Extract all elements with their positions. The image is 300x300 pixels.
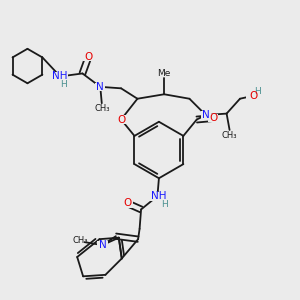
Text: NH: NH xyxy=(52,71,68,81)
Text: CH₃: CH₃ xyxy=(222,131,237,140)
FancyBboxPatch shape xyxy=(95,83,106,91)
FancyBboxPatch shape xyxy=(246,92,261,100)
Text: N: N xyxy=(96,82,104,92)
Text: H: H xyxy=(254,87,261,96)
Text: CH₃: CH₃ xyxy=(72,236,88,245)
FancyBboxPatch shape xyxy=(122,199,133,208)
Text: O: O xyxy=(84,52,92,62)
FancyBboxPatch shape xyxy=(97,241,108,249)
FancyBboxPatch shape xyxy=(52,72,68,81)
Text: O: O xyxy=(209,113,217,123)
Text: H: H xyxy=(161,200,168,209)
Text: CH₃: CH₃ xyxy=(94,104,110,113)
Text: Me: Me xyxy=(158,69,171,78)
FancyBboxPatch shape xyxy=(149,192,166,200)
FancyBboxPatch shape xyxy=(83,53,94,61)
Text: H: H xyxy=(60,80,67,89)
Text: O: O xyxy=(117,115,125,124)
FancyBboxPatch shape xyxy=(208,114,218,122)
Text: O: O xyxy=(124,199,132,208)
Text: O: O xyxy=(249,91,257,101)
FancyBboxPatch shape xyxy=(115,116,127,124)
Text: N: N xyxy=(202,110,210,120)
FancyBboxPatch shape xyxy=(201,111,211,119)
Text: N: N xyxy=(99,240,106,250)
Text: NH: NH xyxy=(151,191,167,201)
